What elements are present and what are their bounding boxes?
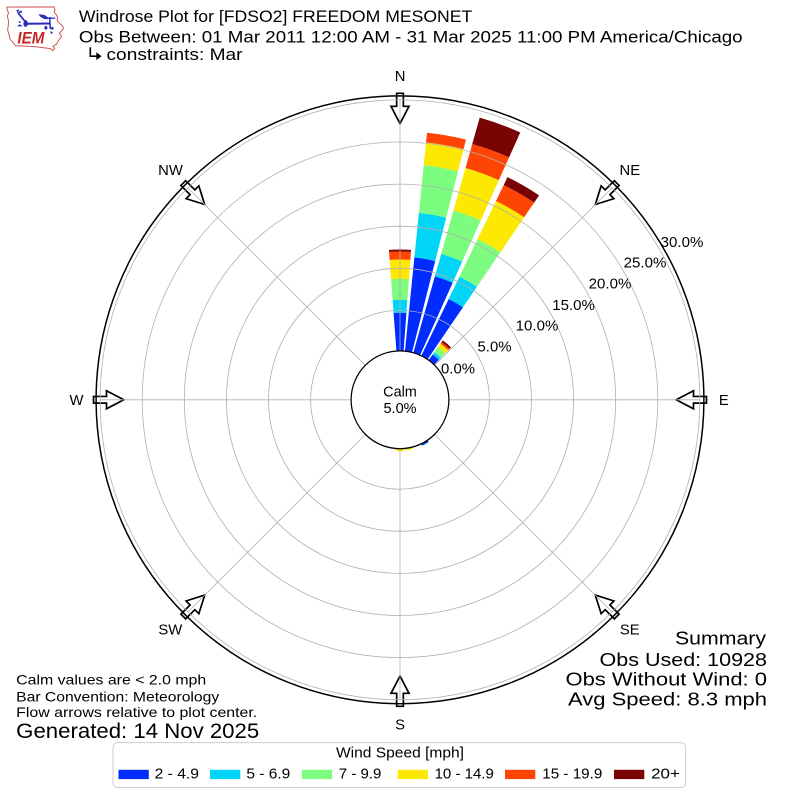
svg-text:Summary: Summary (675, 628, 767, 649)
svg-text:10.0%: 10.0% (516, 319, 559, 335)
svg-text:2 - 4.9: 2 - 4.9 (155, 767, 199, 783)
svg-text:Flow arrows relative to plot c: Flow arrows relative to plot center. (16, 704, 257, 720)
svg-text:30.0%: 30.0% (661, 235, 704, 251)
svg-text:Windrose Plot for [FDSO2] FREE: Windrose Plot for [FDSO2] FREEDOM MESONE… (79, 7, 472, 26)
svg-text:Obs Used: 10928: Obs Used: 10928 (600, 649, 768, 670)
svg-text:Obs Between: 01 Mar 2011 12:00: Obs Between: 01 Mar 2011 12:00 AM - 31 M… (79, 28, 743, 47)
svg-text:15 - 19.9: 15 - 19.9 (542, 767, 602, 783)
svg-text:Wind Speed [mph]: Wind Speed [mph] (336, 746, 464, 762)
svg-text:NE: NE (620, 163, 641, 179)
svg-text:Calm: Calm (383, 383, 417, 400)
svg-text:Generated: 14 Nov 2025: Generated: 14 Nov 2025 (16, 720, 259, 743)
svg-text:IEM: IEM (17, 30, 45, 48)
svg-text:5.0%: 5.0% (478, 340, 512, 356)
svg-text:5.0%: 5.0% (384, 400, 417, 417)
svg-text:SE: SE (620, 623, 640, 639)
svg-text:SW: SW (158, 623, 182, 639)
svg-text:Bar Convention: Meteorology: Bar Convention: Meteorology (16, 688, 219, 704)
svg-text:constraints: Mar: constraints: Mar (107, 45, 243, 64)
svg-text:5 - 6.9: 5 - 6.9 (246, 767, 290, 783)
svg-text:7 - 9.9: 7 - 9.9 (339, 767, 382, 783)
svg-text:20.0%: 20.0% (589, 277, 632, 293)
svg-text:Obs Without Wind: 0: Obs Without Wind: 0 (566, 669, 768, 690)
svg-text:0.0%: 0.0% (441, 362, 475, 378)
svg-text:20+: 20+ (651, 767, 680, 783)
svg-text:15.0%: 15.0% (552, 298, 595, 314)
svg-text:25.0%: 25.0% (624, 256, 667, 272)
svg-text:10 - 14.9: 10 - 14.9 (435, 767, 494, 783)
svg-text:W: W (70, 393, 84, 409)
svg-text:Calm values are < 2.0 mph: Calm values are < 2.0 mph (16, 671, 206, 687)
svg-text:E: E (719, 393, 729, 409)
svg-text:S: S (395, 718, 405, 734)
svg-text:NW: NW (158, 163, 183, 179)
svg-text:Avg Speed: 8.3 mph: Avg Speed: 8.3 mph (568, 688, 767, 709)
svg-text:N: N (395, 69, 406, 85)
